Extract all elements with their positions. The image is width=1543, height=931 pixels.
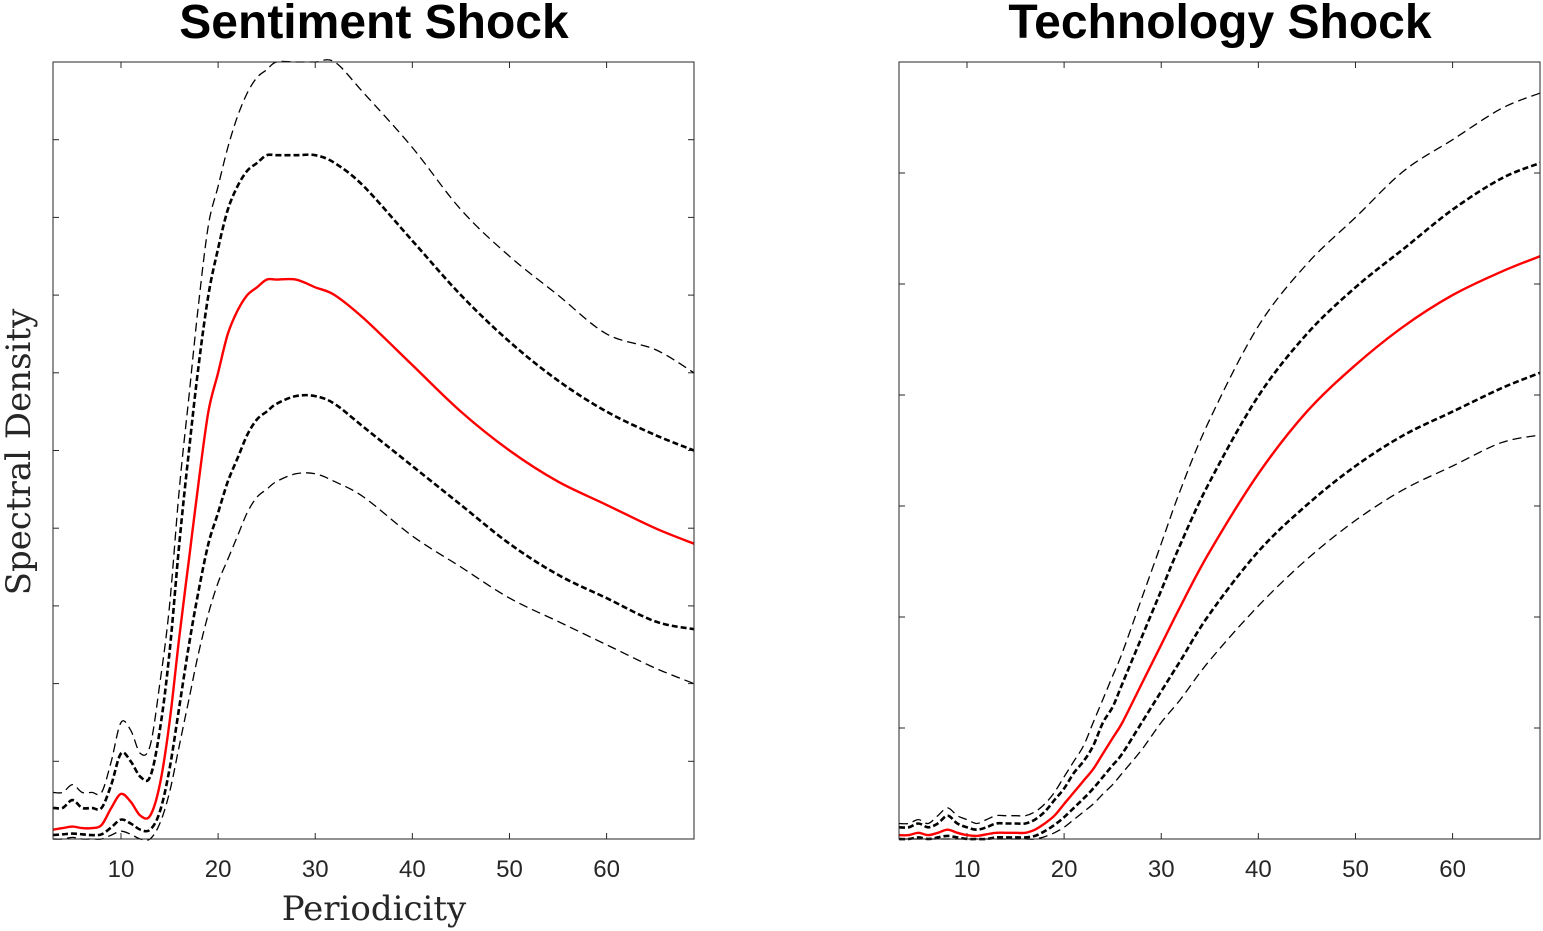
x-ticks: 10 20 30 40 50 60	[954, 62, 1466, 883]
series-line-band	[898, 161, 1541, 832]
series-line-band	[52, 59, 695, 796]
series-group	[52, 59, 695, 842]
x-tick-label: 60	[593, 856, 620, 883]
series-line-band	[899, 434, 1541, 840]
y-ticks	[53, 61, 694, 840]
x-tick-label: 60	[1439, 856, 1466, 883]
series-line-band	[52, 393, 695, 837]
series-line-median	[52, 277, 695, 831]
series-line-band	[898, 371, 1541, 841]
panel-sentiment-shock: Sentiment Shock 10 20 30 40 50 60 Periodicity…	[0, 0, 695, 929]
chart-title: Technology Shock	[1008, 0, 1431, 49]
x-tick-label: 50	[496, 856, 523, 883]
x-axis-label: Periodicity	[282, 889, 467, 929]
x-tick-label: 10	[108, 856, 135, 883]
x-tick-label: 10	[954, 856, 981, 883]
axes-box	[898, 61, 1541, 840]
series-line-band	[898, 92, 1541, 825]
x-tick-label: 30	[302, 856, 329, 883]
y-ticks	[899, 61, 1540, 840]
x-tick-label: 50	[1342, 856, 1369, 883]
chart-title: Sentiment Shock	[179, 0, 569, 49]
x-tick-label: 20	[1051, 856, 1078, 883]
axes-box	[52, 61, 695, 840]
x-ticks: 10 20 30 40 50 60	[108, 62, 620, 883]
panel-technology-shock: Technology Shock 10 20 30 40 50 60	[898, 0, 1541, 883]
series-group	[898, 92, 1541, 841]
series-line-band	[52, 153, 695, 811]
x-tick-label: 20	[205, 856, 232, 883]
series-line-band	[52, 472, 695, 842]
y-axis-label: Spectral Density	[0, 308, 39, 595]
x-tick-label: 40	[399, 856, 426, 883]
series-line-median	[898, 255, 1541, 838]
x-tick-label: 40	[1245, 856, 1272, 883]
x-tick-label: 30	[1148, 856, 1175, 883]
